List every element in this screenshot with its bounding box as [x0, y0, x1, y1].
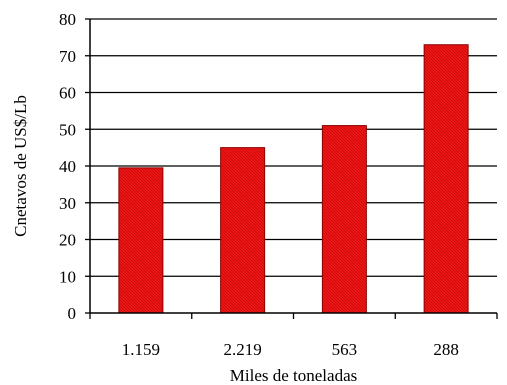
bars	[118, 44, 469, 314]
bar-1.159	[118, 167, 164, 314]
y-tick-label: 30	[59, 194, 76, 213]
y-tick-label: 80	[59, 10, 76, 29]
y-tick-label: 0	[68, 304, 77, 323]
axes	[85, 18, 498, 319]
y-tick-label: 40	[59, 157, 76, 176]
bar-2.219	[220, 147, 266, 314]
x-axis-title: Miles de toneladas	[230, 366, 357, 385]
y-tick-label: 20	[59, 231, 76, 250]
x-tick-label: 1.159	[122, 340, 160, 359]
x-tick-label: 563	[332, 340, 358, 359]
x-tick-label: 288	[433, 340, 459, 359]
x-tick-labels: 1.159 2.219 563 288	[122, 340, 459, 359]
bar-288	[423, 44, 469, 314]
y-tick-label: 10	[59, 267, 76, 286]
bar-563	[321, 125, 367, 314]
y-tick-label: 70	[59, 47, 76, 66]
y-axis-title: Cnetavos de US$/Lb	[11, 95, 30, 237]
x-tick-label: 2.219	[224, 340, 262, 359]
y-tick-label: 50	[59, 120, 76, 139]
y-tick-labels: 0 10 20 30 40 50 60 70 80	[59, 10, 76, 323]
y-tick-label: 60	[59, 84, 76, 103]
